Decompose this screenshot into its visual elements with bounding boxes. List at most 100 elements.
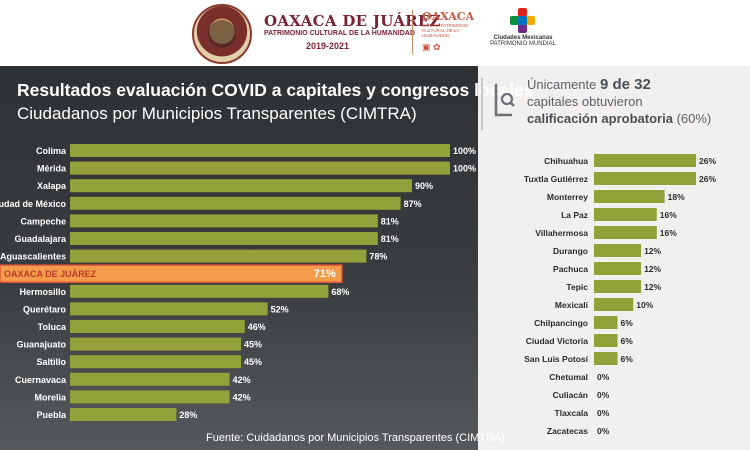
city-subtitle: PATRIMONIO CULTURAL DE LA HUMANIDAD xyxy=(264,30,415,37)
right-bar-chart: Chihuahua 26% Tuxtla Gutiérrez 26% Monterrey… xyxy=(524,154,716,436)
category-label-tuxtla-gutierrez: Tuxtla Gutiérrez xyxy=(524,174,588,184)
bar-monterrey xyxy=(594,190,665,203)
category-label-queretaro: Querétaro xyxy=(23,304,67,314)
value-label-saltillo: 45% xyxy=(244,357,262,367)
bar-queretaro xyxy=(70,302,268,316)
value-label-la-paz: 16% xyxy=(660,210,677,220)
header-divider xyxy=(412,10,413,54)
value-label-tuxtla-gutierrez: 26% xyxy=(699,174,716,184)
city-title: OAXACA DE JUÁREZ xyxy=(264,12,441,30)
oaxaca-brand-title: OAXACA xyxy=(422,10,475,23)
header-band: OAXACA DE JUÁREZ PATRIMONIO CULTURAL DE … xyxy=(0,0,750,66)
bar-puebla xyxy=(70,408,177,421)
chart-title: Resultados evaluación COVID a capitales … xyxy=(17,80,534,100)
right-light-panel xyxy=(478,66,750,450)
value-label-hermosillo: 68% xyxy=(331,287,349,297)
summary-count: 9 de 32 xyxy=(600,76,651,93)
colorful-grid-icon xyxy=(510,8,536,34)
category-label-toluca: Toluca xyxy=(38,322,67,332)
city-seal-logo xyxy=(192,4,252,64)
summary-prefix: Únicamente xyxy=(527,77,597,92)
oaxaca-brand-logo: OAXACA CIUDAD PATRIMONIO CULTURAL DE LA … xyxy=(422,10,484,53)
chart-subtitle: Ciudadanos por Municipios Transparentes … xyxy=(17,104,417,123)
bar-toluca xyxy=(70,320,245,333)
ciudades-mexicanas-title: Ciudades Mexicanas xyxy=(493,35,553,41)
category-label-saltillo: Saltillo xyxy=(36,357,66,367)
bar-morelia xyxy=(70,390,230,404)
value-label-culiacan: 0% xyxy=(597,390,610,400)
title-divider xyxy=(481,78,483,130)
bar-colima xyxy=(70,144,450,157)
value-label-colima: 100% xyxy=(453,146,476,156)
bar-ciudad-de-mexico xyxy=(70,196,401,210)
category-label-pachuca: Pachuca xyxy=(553,264,588,274)
category-label-monterrey: Monterrey xyxy=(547,192,588,202)
category-label-mexicali: Mexicali xyxy=(555,300,588,310)
left-bar-chart: Colima 100% Mérida 100% Xalapa 90% Ciudad de M… xyxy=(0,144,476,421)
bar-cuernavaca xyxy=(70,372,230,386)
value-label-queretaro: 52% xyxy=(271,304,289,314)
category-label-durango: Durango xyxy=(553,246,588,256)
category-label-culiacan: Culiacán xyxy=(553,390,588,400)
bar-chihuahua xyxy=(594,154,696,167)
unesco-icon: ▣ ✿ xyxy=(422,42,441,52)
category-label-tlaxcala: Tlaxcala xyxy=(554,408,588,418)
bar-pachuca xyxy=(594,262,642,275)
bar-tepic xyxy=(594,280,642,293)
summary-percent: (60%) xyxy=(676,111,712,126)
source-note: Fuente: Cuidadanos por Municipios Transp… xyxy=(206,432,505,444)
value-label-durango: 12% xyxy=(644,246,661,256)
value-label-ciudad-victoria: 6% xyxy=(621,336,634,346)
value-label-mexicali: 10% xyxy=(636,300,653,310)
category-label-aguascalientes: Aguascalientes xyxy=(0,252,66,262)
summary-bold: calificación aprobatoria xyxy=(527,111,673,126)
value-label-villahermosa: 16% xyxy=(660,228,677,238)
bar-saltillo xyxy=(70,355,241,369)
category-label-la-paz: La Paz xyxy=(561,210,588,220)
bar-chilpancingo xyxy=(594,316,618,329)
ciudades-mexicanas-subtitle: PATRIMONIO MUNDIAL xyxy=(490,41,556,47)
value-label-tepic: 12% xyxy=(644,282,661,292)
bar-mexicali xyxy=(594,298,634,311)
value-label-toluca: 46% xyxy=(248,322,266,332)
bar-merida xyxy=(70,161,450,175)
bar-tuxtla-gutierrez xyxy=(594,172,696,185)
summary-text: Únicamente 9 de 32 capitales obtuvieron … xyxy=(527,76,747,127)
category-label-oaxaca-de-juarez: OAXACA DE JUÁREZ xyxy=(4,269,97,279)
value-label-chetumal: 0% xyxy=(597,372,610,382)
bar-aguascalientes xyxy=(70,249,367,263)
bar-la-paz xyxy=(594,208,657,221)
category-label-morelia: Morelia xyxy=(34,392,67,402)
bar-campeche xyxy=(70,214,378,228)
value-label-oaxaca-de-juarez: 71% xyxy=(314,268,336,280)
value-label-guadalajara: 81% xyxy=(381,234,399,244)
ciudades-mexicanas-logo: Ciudades Mexicanas PATRIMONIO MUNDIAL xyxy=(486,8,560,47)
oaxaca-brand-subtitle: CIUDAD PATRIMONIO CULTURAL DE LA HUMANID… xyxy=(422,23,469,38)
value-label-san-luis-potosi: 6% xyxy=(621,354,634,364)
value-label-guanajuato: 45% xyxy=(244,340,262,350)
value-label-campeche: 81% xyxy=(381,216,399,226)
category-label-san-luis-potosi: San Luis Potosí xyxy=(524,354,588,364)
category-label-hermosillo: Hermosillo xyxy=(19,287,66,297)
category-label-chetumal: Chetumal xyxy=(549,372,588,382)
bar-guanajuato xyxy=(70,337,241,351)
category-label-chihuahua: Chihuahua xyxy=(544,156,588,166)
category-label-ciudad-victoria: Ciudad Victoria xyxy=(526,336,588,346)
category-label-ciudad-de-mexico: Ciudad de México xyxy=(0,199,67,209)
bar-hermosillo xyxy=(70,284,329,298)
value-label-ciudad-de-mexico: 87% xyxy=(404,199,422,209)
category-label-merida: Mérida xyxy=(37,164,67,174)
category-label-guadalajara: Guadalajara xyxy=(14,234,67,244)
value-label-zacatecas: 0% xyxy=(597,426,610,436)
summary-line2: capitales obtuvieron xyxy=(527,94,643,109)
value-label-morelia: 42% xyxy=(233,392,251,402)
category-label-puebla: Puebla xyxy=(36,410,67,420)
category-label-zacatecas: Zacatecas xyxy=(547,426,588,436)
category-label-campeche: Campeche xyxy=(20,216,66,226)
bar-guadalajara xyxy=(70,232,378,245)
value-label-pachuca: 12% xyxy=(644,264,661,274)
value-label-chihuahua: 26% xyxy=(699,156,716,166)
value-label-xalapa: 90% xyxy=(415,181,433,191)
value-label-chilpancingo: 6% xyxy=(621,318,634,328)
bar-villahermosa xyxy=(594,226,657,239)
